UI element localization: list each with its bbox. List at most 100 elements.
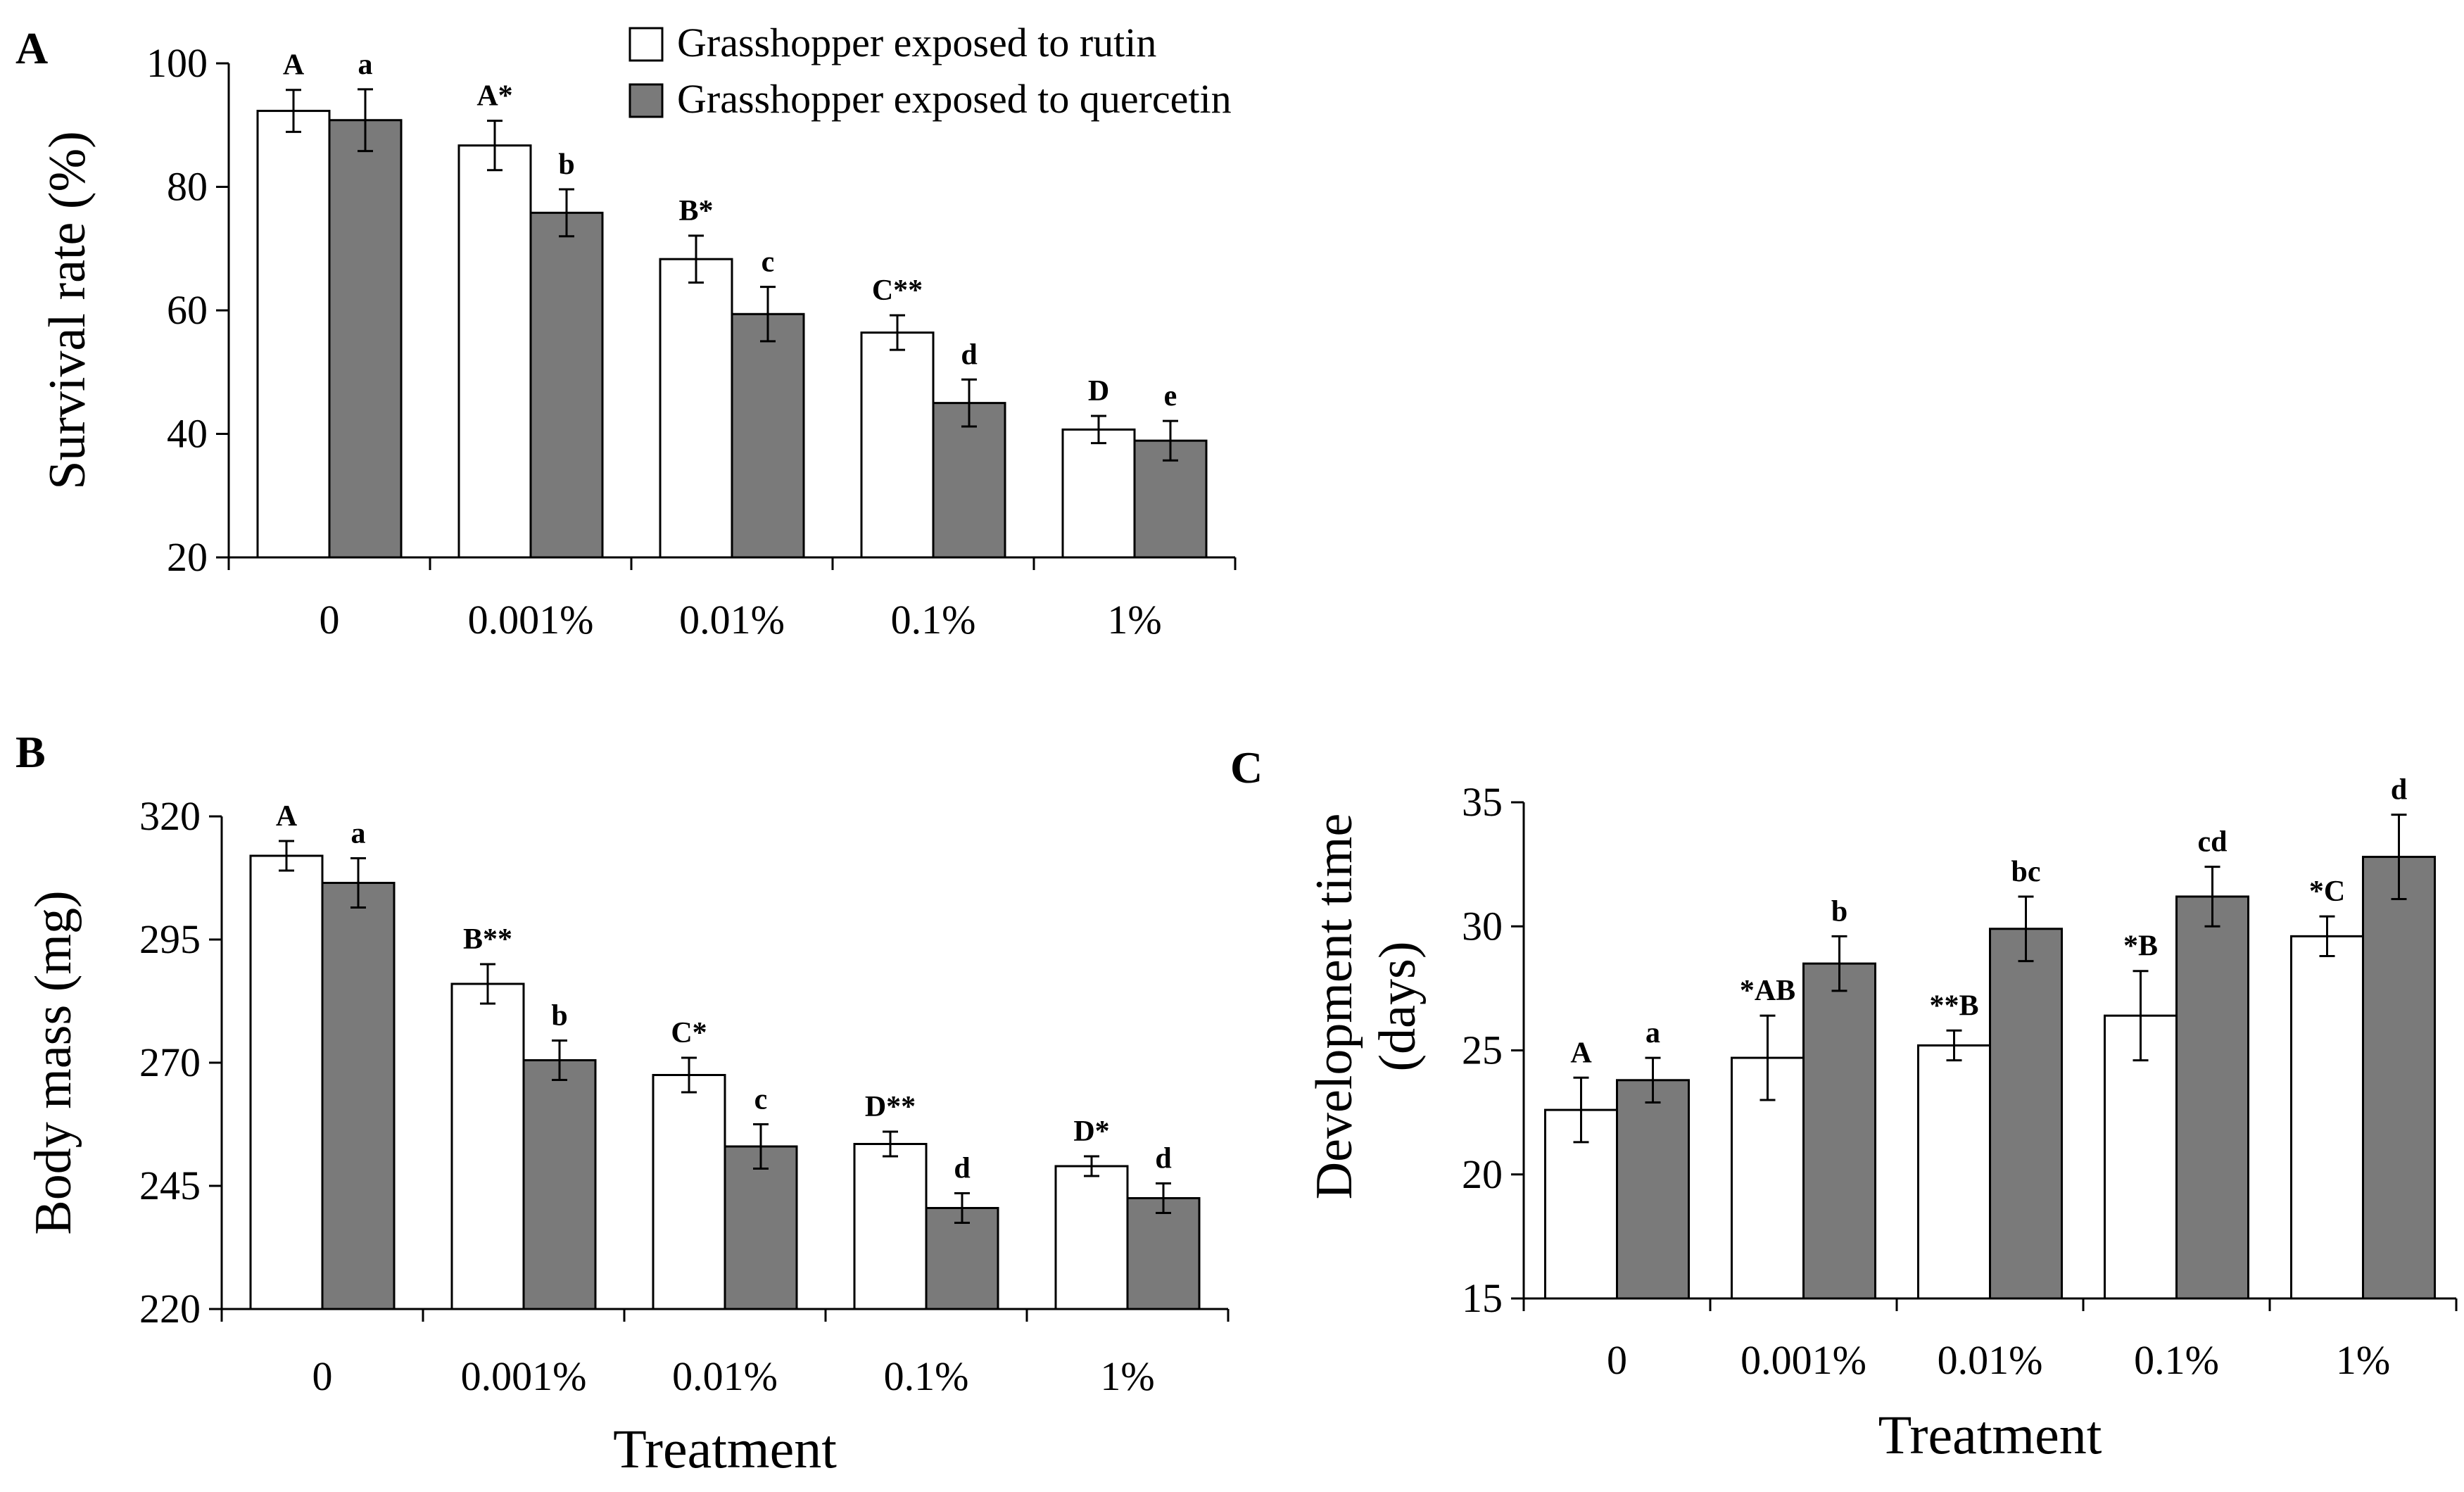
significance-label: D** — [865, 1091, 916, 1123]
category-label: 0.1% — [891, 597, 976, 643]
significance-label: a — [351, 818, 366, 850]
category-label: 0.001% — [468, 597, 594, 643]
y-axis-label: Survival rate (%) — [39, 131, 96, 490]
significance-label: cd — [2198, 826, 2228, 859]
y-tick-label: 220 — [139, 1286, 201, 1332]
panel-c: C 15 20 25 30 35 0 Aa 0.001% *AB b 0.01% **B bc 0.1% *B… — [1230, 742, 2458, 1465]
significance-label: *B — [2123, 930, 2158, 963]
bar-rutin — [256, 110, 331, 559]
x-axis-label: Treatment — [1878, 1404, 2102, 1465]
bar-rutin — [652, 1074, 726, 1310]
significance-label: b — [558, 148, 574, 181]
bar-quercetin — [321, 882, 396, 1310]
bar-rutin — [860, 331, 935, 559]
category-label: 0.01% — [679, 597, 785, 643]
category-label: 1% — [1107, 597, 1161, 643]
category-label: 0.01% — [1938, 1337, 2043, 1383]
significance-label: A — [276, 800, 298, 833]
category-label: 0.1% — [884, 1353, 969, 1399]
category-label: 0 — [1607, 1337, 1627, 1383]
category-label: 0 — [320, 597, 340, 643]
significance-label: d — [961, 339, 977, 371]
bar-quercetin — [1616, 1079, 1690, 1300]
category-label: 0.001% — [1740, 1337, 1866, 1383]
y-tick-label: 295 — [139, 916, 201, 962]
panel-letter: C — [1230, 742, 1263, 792]
significance-label: **B — [1929, 990, 1978, 1022]
category-label: 1% — [2336, 1337, 2390, 1383]
legend-swatch-rutin — [628, 27, 664, 62]
significance-label: d — [1155, 1143, 1171, 1175]
significance-label: b — [1831, 895, 1847, 928]
significance-label: D* — [1073, 1115, 1109, 1148]
significance-label: a — [358, 49, 373, 81]
significance-label: bc — [2011, 856, 2041, 888]
category-label: 0 — [312, 1353, 333, 1399]
significance-label: C* — [671, 1017, 707, 1049]
panel-b: B 220 245 270 295 320 0 Aa 0.001% B** b 0.01% C* c 0.1… — [15, 727, 1230, 1479]
y-tick-label: 35 — [1462, 779, 1503, 825]
bar-quercetin — [731, 312, 805, 559]
significance-label: a — [1645, 1017, 1660, 1049]
category-label: 0.1% — [2134, 1337, 2219, 1383]
bar-quercetin — [925, 1207, 999, 1310]
bar-rutin — [659, 258, 733, 559]
significance-label: c — [754, 1084, 768, 1116]
bar-quercetin — [529, 211, 604, 559]
significance-label: d — [2391, 774, 2407, 807]
legend: Grasshopper exposed to rutin Grasshopper … — [628, 20, 1232, 122]
bar-quercetin — [724, 1145, 798, 1310]
significance-label: *C — [2309, 875, 2345, 908]
significance-label: B* — [678, 195, 713, 227]
y-tick-label: 100 — [146, 40, 208, 86]
bar-quercetin — [1802, 962, 1876, 1300]
bar-rutin — [1917, 1044, 1991, 1300]
bar-quercetin — [2362, 856, 2436, 1300]
y-axis-label: Development time (days) — [1306, 814, 1427, 1200]
y-tick-label: 245 — [139, 1163, 201, 1208]
significance-label: C** — [872, 274, 923, 307]
bar-quercetin — [1126, 1197, 1201, 1310]
bar-rutin — [457, 144, 532, 559]
y-tick-label: 40 — [167, 411, 208, 457]
bar-rutin — [1061, 428, 1136, 559]
bar-rutin — [2290, 935, 2364, 1300]
bar-rutin — [2104, 1014, 2178, 1300]
y-tick-label: 60 — [167, 287, 208, 333]
bar-rutin — [249, 854, 324, 1310]
significance-label: A — [1570, 1037, 1592, 1069]
panel-letter: A — [15, 23, 48, 73]
legend-label: Grasshopper exposed to quercetin — [677, 76, 1232, 122]
category-label: 0.001% — [461, 1353, 587, 1399]
panel-letter: B — [15, 727, 46, 777]
bar-quercetin — [2175, 895, 2249, 1300]
significance-label: d — [954, 1153, 970, 1185]
bar-quercetin — [328, 119, 403, 559]
y-tick-label: 15 — [1462, 1275, 1503, 1321]
bar-quercetin — [932, 402, 1006, 559]
legend-swatch-quercetin — [628, 83, 664, 118]
significance-label: *AB — [1740, 975, 1795, 1007]
y-tick-label: 20 — [1462, 1151, 1503, 1197]
bar-rutin — [853, 1143, 928, 1310]
bar-quercetin — [522, 1059, 597, 1310]
y-tick-label: 270 — [139, 1039, 201, 1085]
bar-rutin — [450, 982, 525, 1310]
y-tick-label: 30 — [1462, 903, 1503, 949]
y-tick-label: 320 — [139, 793, 201, 839]
y-tick-label: 20 — [167, 534, 208, 580]
bar-quercetin — [1989, 928, 2063, 1300]
significance-label: B** — [463, 923, 512, 956]
significance-label: c — [762, 246, 775, 279]
bar-rutin — [1054, 1165, 1129, 1310]
y-tick-label: 80 — [167, 164, 208, 210]
y-axis-label: Body mass (mg) — [25, 890, 82, 1234]
significance-label: D — [1088, 375, 1109, 407]
panel-a: A 20 40 60 80 100 0 A a 0.001% A* b 0.01% B* c 0.1% C** d… — [15, 23, 1237, 643]
significance-label: b — [551, 1000, 567, 1032]
y-tick-label: 25 — [1462, 1028, 1503, 1073]
category-label: 1% — [1100, 1353, 1154, 1399]
significance-label: A* — [476, 80, 512, 113]
significance-label: A — [283, 49, 305, 82]
